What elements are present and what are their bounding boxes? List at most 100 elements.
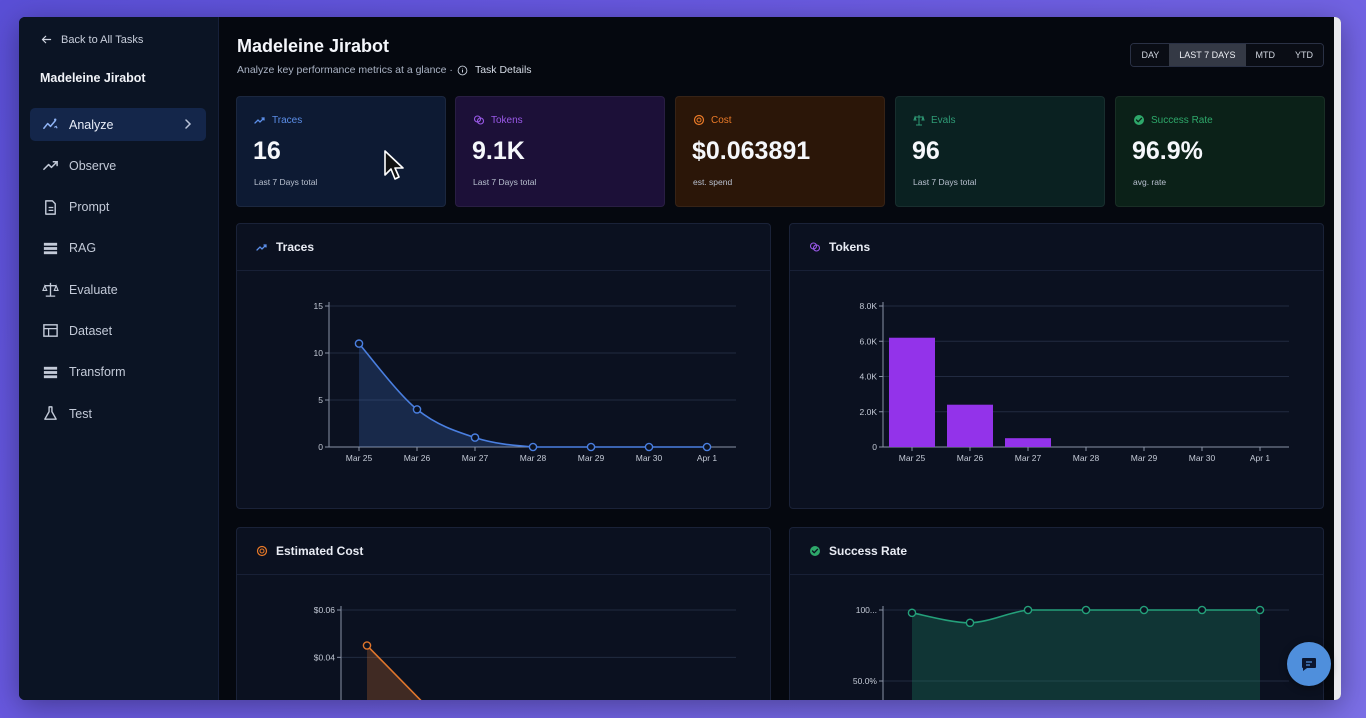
- y-tick-label: 15: [314, 301, 324, 311]
- card-label: Traces: [272, 114, 303, 126]
- x-tick-label: Mar 30: [636, 453, 663, 463]
- y-tick-label: 4.0K: [860, 372, 878, 382]
- x-tick-label: Mar 27: [462, 453, 489, 463]
- tokens-chart: 0 2.0K 4.0K 6.0K 8.0K Mar 25 Mar 26 Mar 27 Mar 2…: [860, 301, 1289, 463]
- range-last-7-days[interactable]: LAST 7 DAYS: [1169, 44, 1246, 66]
- range-ytd[interactable]: YTD: [1285, 44, 1323, 66]
- x-tick-label: Mar 28: [1073, 453, 1100, 463]
- y-tick-label: 8.0K: [860, 301, 878, 311]
- table-icon: [41, 322, 59, 340]
- sidebar-item-prompt[interactable]: Prompt: [30, 191, 206, 224]
- document-icon: [41, 198, 59, 216]
- coin-icon: [256, 545, 268, 557]
- series-area: [912, 610, 1260, 700]
- traces-chart: 0 5 10 15 Mar 25 Mar 26 Mar 27 Mar 28 Mar 29 Mar …: [314, 301, 736, 463]
- sidebar-item-label: Prompt: [69, 200, 110, 215]
- sidebar-item-analyze[interactable]: Analyze: [30, 108, 206, 141]
- sidebar-item-label: Analyze: [69, 117, 114, 132]
- card-footnote: Last 7 Days total: [473, 177, 537, 187]
- evals-card[interactable]: Evals 96 Last 7 Days total: [895, 96, 1105, 207]
- data-point: [1255, 605, 1265, 615]
- sidebar-item-evaluate[interactable]: Evaluate: [30, 273, 206, 306]
- panel-title: Traces: [276, 240, 315, 254]
- card-value: 96.9%: [1132, 137, 1203, 165]
- success-rate-chart: 50.0% 100...: [853, 605, 1289, 700]
- sidebar-item-dataset[interactable]: Dataset: [30, 314, 206, 347]
- series-area: [359, 343, 707, 447]
- back-to-tasks-link[interactable]: Back to All Tasks: [40, 33, 143, 46]
- data-point: [1081, 605, 1091, 615]
- x-tick-label: Mar 28: [520, 453, 547, 463]
- cost-card[interactable]: Cost $0.063891 est. spend: [675, 96, 885, 207]
- coins-icon: [473, 115, 485, 125]
- sidebar-item-observe[interactable]: Observe: [30, 149, 206, 182]
- check-badge-icon: [810, 546, 820, 556]
- x-tick-label: Mar 27: [1015, 453, 1042, 463]
- sidebar-item-label: Test: [69, 406, 92, 421]
- sidebar-task-name: Madeleine Jirabot: [40, 71, 146, 85]
- summary-cards: Traces 16 Last 7 Days total Tokens 9.1K …: [236, 96, 1325, 207]
- trend-icon: [41, 157, 59, 175]
- panel-divider: [237, 574, 770, 575]
- data-point: [644, 442, 654, 452]
- panel-title: Tokens: [829, 240, 871, 254]
- range-day[interactable]: DAY: [1131, 44, 1170, 66]
- y-tick-label: 0: [872, 442, 877, 452]
- card-value: 16: [253, 137, 281, 165]
- panel-title: Estimated Cost: [276, 544, 364, 558]
- sidebar-item-transform[interactable]: Transform: [30, 356, 206, 389]
- scale-icon: [913, 115, 925, 126]
- data-point: [586, 442, 596, 452]
- card-label: Evals: [931, 114, 956, 126]
- card-footnote: avg. rate: [1133, 177, 1167, 187]
- panel-header: Traces: [256, 240, 314, 254]
- y-tick-label: $0.06: [314, 605, 336, 615]
- coin-icon: [693, 114, 705, 126]
- panel-header: Estimated Cost: [256, 544, 363, 558]
- date-range-toggle: DAY LAST 7 DAYS MTD YTD: [1130, 43, 1324, 67]
- sidebar-item-rag[interactable]: RAG: [30, 232, 206, 265]
- subtitle-text: Analyze key performance metrics at a gla…: [237, 64, 453, 76]
- coins-icon: [809, 242, 821, 252]
- bar: [1005, 438, 1051, 447]
- success-rate-panel: Success Rate 50.0% 100...: [789, 527, 1324, 700]
- app-window: Back to All Tasks Madeleine Jirabot Anal…: [19, 17, 1341, 700]
- arrow-left-icon: [41, 35, 52, 44]
- sidebar-item-label: Dataset: [69, 323, 113, 338]
- tokens-card[interactable]: Tokens 9.1K Last 7 Days total: [455, 96, 665, 207]
- trend-icon: [254, 117, 265, 124]
- card-header: Cost: [693, 114, 732, 126]
- card-footnote: Last 7 Days total: [913, 177, 977, 187]
- scrollbar-track[interactable]: [1334, 17, 1341, 700]
- sidebar-item-label: RAG: [69, 241, 97, 256]
- panel-divider: [237, 270, 770, 271]
- success-rate-card[interactable]: Success Rate 96.9% avg. rate: [1115, 96, 1325, 207]
- info-icon: [457, 65, 468, 75]
- panel-header: Tokens: [809, 240, 870, 254]
- card-label: Success Rate: [1151, 114, 1213, 126]
- y-tick-label: 10: [314, 348, 324, 358]
- back-label: Back to All Tasks: [61, 33, 144, 46]
- sidebar: Back to All Tasks Madeleine Jirabot Anal…: [19, 17, 219, 700]
- card-header: Success Rate: [1133, 114, 1213, 126]
- sidebar-item-test[interactable]: Test: [30, 397, 206, 430]
- cost-chart: $0.04 $0.06: [314, 605, 736, 700]
- range-mtd[interactable]: MTD: [1245, 44, 1285, 66]
- panel-divider: [790, 574, 1323, 575]
- data-point: [1197, 605, 1207, 615]
- y-tick-label: 6.0K: [860, 336, 878, 346]
- card-header: Tokens: [473, 114, 523, 126]
- mouse-cursor-icon: [384, 150, 404, 180]
- task-details-link[interactable]: Task Details: [474, 64, 532, 76]
- card-header: Traces: [254, 114, 302, 126]
- sidebar-item-label: Transform: [69, 365, 126, 380]
- chat-button[interactable]: [1287, 642, 1331, 686]
- y-tick-label: 0: [318, 442, 323, 452]
- y-tick-label: 100...: [856, 605, 877, 615]
- check-badge-icon: [1134, 115, 1144, 125]
- tokens-panel: Tokens 0 2.0K 4.0K 6.0K 8.0K Mar 25 Mar 26 Mar …: [789, 223, 1324, 509]
- page-subtitle: Analyze key performance metrics at a gla…: [237, 64, 532, 76]
- card-value: 96: [912, 137, 940, 165]
- traces-card[interactable]: Traces 16 Last 7 Days total: [236, 96, 446, 207]
- sidebar-item-label: Observe: [69, 158, 117, 173]
